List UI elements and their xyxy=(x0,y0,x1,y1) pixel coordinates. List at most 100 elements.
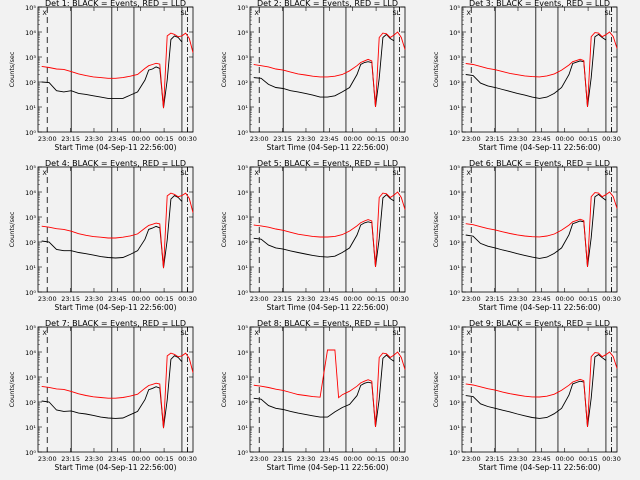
y-tick-label: 10⁰ xyxy=(449,129,460,137)
x-tick-label: 23:00 xyxy=(38,295,57,303)
x-tick-label: 00:00 xyxy=(343,455,362,463)
y-tick-label: 10² xyxy=(237,79,248,87)
x-tick-label: 23:30 xyxy=(85,135,104,143)
x-tick-label: 00:15 xyxy=(155,135,174,143)
x-axis-label: Start Time (04-Sep-11 22:56:00) xyxy=(267,143,389,152)
panel-title: Det 1: BLACK = Events, RED = LLD xyxy=(45,0,186,8)
y-axis-label: Counts/sec xyxy=(8,51,16,87)
x-tick-label: 23:45 xyxy=(108,295,127,303)
y-tick-label: 10⁴ xyxy=(25,349,36,357)
lld-series-line xyxy=(465,191,618,268)
marker-label-right: SL xyxy=(392,9,400,17)
x-tick-label: 00:30 xyxy=(602,295,621,303)
x-tick-label: 23:45 xyxy=(108,135,127,143)
x-tick-label: 23:45 xyxy=(532,295,551,303)
y-tick-label: 10³ xyxy=(237,374,248,382)
x-tick-label: 00:00 xyxy=(555,295,574,303)
y-axis-label: Counts/sec xyxy=(8,371,16,407)
x-tick-label: 23:00 xyxy=(250,455,269,463)
x-axis-label: Start Time (04-Sep-11 22:56:00) xyxy=(479,143,601,152)
y-tick-label: 10⁴ xyxy=(237,29,248,37)
y-tick-label: 10³ xyxy=(25,54,36,62)
x-tick-label: 23:30 xyxy=(85,295,104,303)
lld-series-line xyxy=(253,349,406,428)
y-axis-label: Counts/sec xyxy=(432,371,440,407)
x-axis-label: Start Time (04-Sep-11 22:56:00) xyxy=(55,463,177,472)
x-tick-label: 00:30 xyxy=(178,135,197,143)
x-tick-label: 23:15 xyxy=(61,455,80,463)
x-tick-label: 23:45 xyxy=(532,135,551,143)
y-tick-label: 10¹ xyxy=(449,104,460,112)
marker-label-left: X xyxy=(254,9,259,17)
x-tick-label: 23:30 xyxy=(297,455,316,463)
lld-series-line xyxy=(253,191,406,268)
marker-label-left: X xyxy=(254,329,259,337)
events-series-line xyxy=(253,354,395,428)
marker-label-right: SL xyxy=(180,329,188,337)
y-tick-label: 10⁰ xyxy=(25,129,36,137)
x-tick-label: 00:15 xyxy=(579,455,598,463)
x-tick-label: 23:30 xyxy=(509,135,528,143)
x-tick-label: 00:00 xyxy=(343,295,362,303)
x-tick-label: 23:45 xyxy=(320,455,339,463)
y-tick-label: 10⁵ xyxy=(449,164,460,172)
marker-label-left: X xyxy=(466,9,471,17)
x-tick-label: 00:15 xyxy=(367,135,386,143)
plot-frame xyxy=(37,6,194,133)
x-tick-label: 23:30 xyxy=(297,135,316,143)
y-tick-label: 10⁵ xyxy=(449,324,460,332)
y-tick-label: 10⁴ xyxy=(449,349,460,357)
y-tick-label: 10⁴ xyxy=(25,29,36,37)
x-tick-label: 23:15 xyxy=(61,135,80,143)
x-tick-label: 00:15 xyxy=(579,295,598,303)
y-tick-label: 10³ xyxy=(449,374,460,382)
marker-label-right: SL xyxy=(180,9,188,17)
x-tick-label: 00:30 xyxy=(390,295,409,303)
marker-label-right: SL xyxy=(180,169,188,177)
y-tick-label: 10⁰ xyxy=(25,289,36,297)
y-tick-label: 10⁴ xyxy=(25,189,36,197)
x-tick-label: 23:15 xyxy=(61,295,80,303)
x-axis-label: Start Time (04-Sep-11 22:56:00) xyxy=(267,463,389,472)
x-tick-label: 23:00 xyxy=(462,295,481,303)
y-tick-label: 10² xyxy=(237,239,248,247)
y-tick-label: 10² xyxy=(25,399,36,407)
y-tick-label: 10⁵ xyxy=(237,164,248,172)
x-axis-label: Start Time (04-Sep-11 22:56:00) xyxy=(267,303,389,312)
panel-det-7: Det 7: BLACK = Events, RED = LLD 10⁰ 10¹ 10… xyxy=(8,319,197,472)
x-tick-label: 23:00 xyxy=(462,135,481,143)
y-axis-label: Counts/sec xyxy=(220,211,228,247)
plot-frame xyxy=(461,326,618,453)
y-tick-label: 10⁴ xyxy=(449,29,460,37)
panel-det-1: Det 1: BLACK = Events, RED = LLD 10⁰ 10¹ 10… xyxy=(8,0,197,152)
panel-title: Det 8: BLACK = Events, RED = LLD xyxy=(257,319,398,328)
marker-label-right: SL xyxy=(392,329,400,337)
events-series-line xyxy=(253,33,395,108)
y-tick-label: 10² xyxy=(25,79,36,87)
x-tick-label: 23:30 xyxy=(509,455,528,463)
y-axis-label: Counts/sec xyxy=(220,371,228,407)
y-tick-label: 10⁴ xyxy=(449,189,460,197)
x-tick-label: 00:15 xyxy=(367,455,386,463)
y-axis-label: Counts/sec xyxy=(432,51,440,87)
marker-label-left: X xyxy=(466,169,471,177)
x-tick-label: 00:15 xyxy=(155,295,174,303)
y-tick-label: 10¹ xyxy=(237,264,248,272)
plot-frame xyxy=(249,326,406,453)
marker-label-right: SL xyxy=(604,329,612,337)
x-tick-label: 23:45 xyxy=(108,455,127,463)
y-axis-label: Counts/sec xyxy=(220,51,228,87)
x-tick-label: 23:15 xyxy=(273,455,292,463)
y-tick-label: 10⁰ xyxy=(449,289,460,297)
y-tick-label: 10¹ xyxy=(25,104,36,112)
x-tick-label: 00:00 xyxy=(343,135,362,143)
x-axis-label: Start Time (04-Sep-11 22:56:00) xyxy=(55,303,177,312)
events-series-line xyxy=(41,195,183,269)
x-tick-label: 23:15 xyxy=(273,295,292,303)
y-tick-label: 10³ xyxy=(237,54,248,62)
y-axis-label: Counts/sec xyxy=(432,211,440,247)
panel-title: Det 5: BLACK = Events, RED = LLD xyxy=(257,159,398,168)
x-tick-label: 00:30 xyxy=(390,135,409,143)
x-tick-label: 23:30 xyxy=(297,295,316,303)
